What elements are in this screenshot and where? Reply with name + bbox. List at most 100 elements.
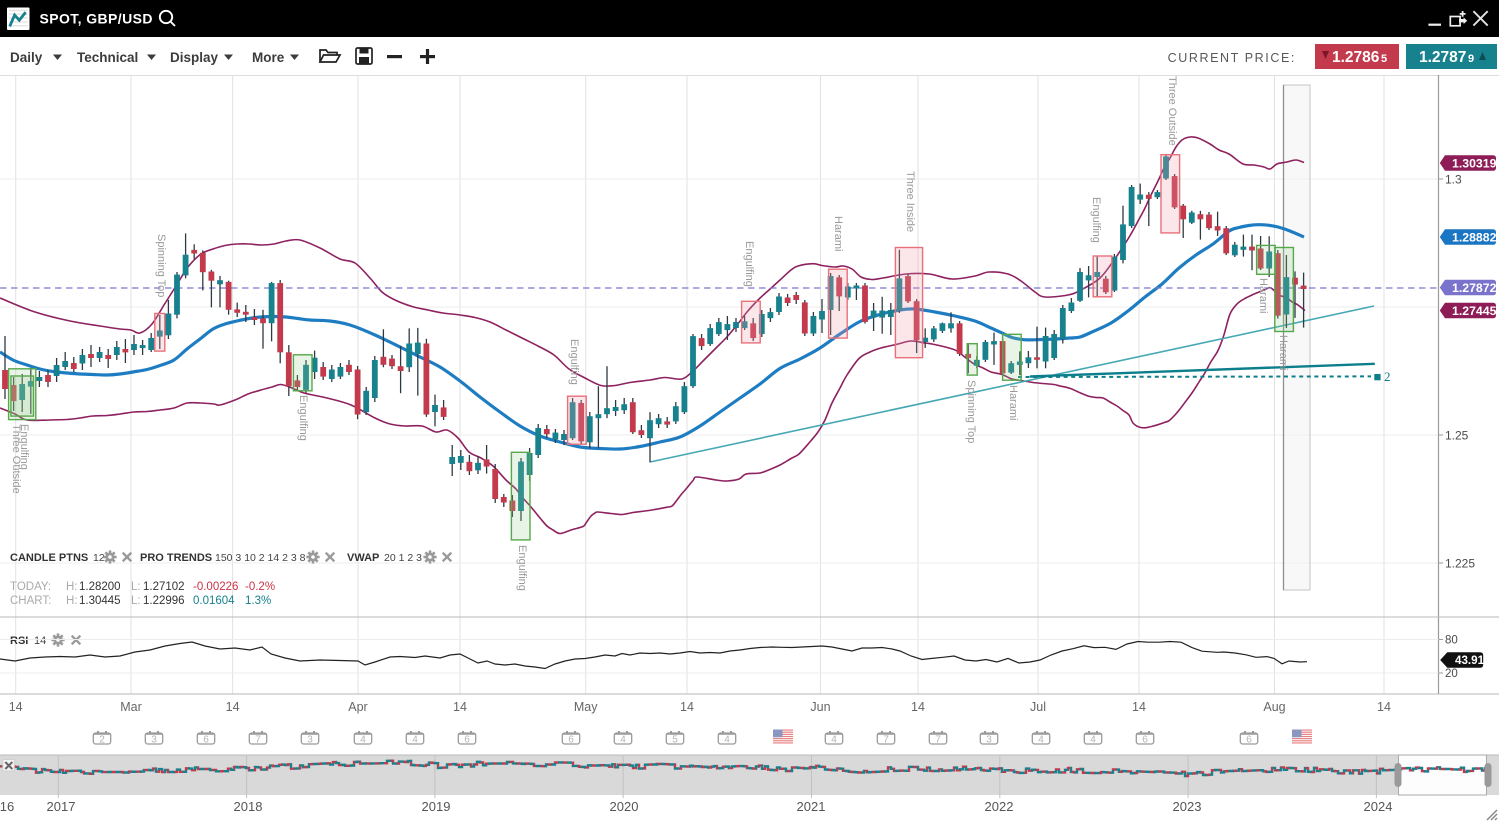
svg-text:-0.00226: -0.00226 [193, 581, 238, 593]
svg-text:Engulfing: Engulfing [18, 424, 30, 470]
svg-text:Harami: Harami [1277, 335, 1289, 370]
svg-text:RSI: RSI [10, 635, 28, 647]
svg-text:TODAY:: TODAY: [10, 581, 51, 593]
svg-text:L:: L: [131, 595, 141, 607]
svg-text:Harami: Harami [1257, 278, 1269, 313]
svg-text:2019: 2019 [422, 799, 451, 814]
svg-text:Engulfing: Engulfing [297, 395, 309, 441]
svg-text:Technical: Technical [77, 50, 138, 65]
svg-text:4: 4 [1038, 734, 1044, 745]
svg-text:14: 14 [9, 700, 23, 714]
svg-text:2020: 2020 [610, 799, 639, 814]
svg-text:2024: 2024 [1364, 799, 1393, 814]
svg-text:Engulfing: Engulfing [1090, 197, 1102, 243]
svg-text:1.225: 1.225 [1445, 557, 1475, 571]
svg-text:4: 4 [412, 734, 418, 745]
svg-text:Harami: Harami [1007, 385, 1019, 420]
svg-text:May: May [574, 700, 598, 714]
svg-text:4: 4 [1090, 734, 1096, 745]
svg-text:6: 6 [1246, 734, 1252, 745]
svg-text:2018: 2018 [234, 799, 263, 814]
svg-text:Jul: Jul [1030, 700, 1046, 714]
svg-text:12: 12 [93, 552, 105, 564]
svg-text:1.27872: 1.27872 [1452, 281, 1497, 295]
svg-text:More: More [252, 50, 285, 65]
svg-text:Engulfing: Engulfing [516, 545, 528, 591]
svg-text:CURRENT PRICE:: CURRENT PRICE: [1168, 51, 1296, 65]
svg-text:1.27102: 1.27102 [143, 581, 185, 593]
svg-text:14: 14 [1377, 700, 1391, 714]
svg-text:Apr: Apr [348, 700, 367, 714]
svg-text:Daily: Daily [10, 50, 43, 65]
svg-text:Three Inside: Three Inside [904, 171, 916, 232]
svg-text:H:: H: [66, 581, 78, 593]
svg-text:4: 4 [831, 734, 837, 745]
svg-text:5: 5 [672, 734, 678, 745]
svg-text:VWAP: VWAP [347, 552, 379, 564]
svg-text:2: 2 [99, 734, 105, 745]
svg-text:1.28200: 1.28200 [79, 581, 121, 593]
svg-text:1.3%: 1.3% [245, 595, 271, 607]
svg-text:2017: 2017 [47, 799, 76, 814]
svg-text:20: 20 [1445, 668, 1458, 680]
svg-text:150 3 10 2 14 2 3 8: 150 3 10 2 14 2 3 8 [215, 552, 306, 564]
svg-text:PRO TRENDS: PRO TRENDS [140, 552, 212, 564]
svg-text:1.30445: 1.30445 [79, 595, 121, 607]
svg-text:7: 7 [255, 734, 261, 745]
svg-text:0.01604: 0.01604 [193, 595, 235, 607]
svg-text:80: 80 [1445, 635, 1458, 647]
svg-text:1.3: 1.3 [1445, 173, 1462, 187]
svg-text:Jun: Jun [810, 700, 830, 714]
svg-text:2023: 2023 [1173, 799, 1202, 814]
svg-text:4: 4 [360, 734, 366, 745]
svg-text:1.25: 1.25 [1445, 429, 1469, 443]
svg-text:Display: Display [170, 50, 219, 65]
svg-text:3: 3 [986, 734, 992, 745]
svg-text:14: 14 [680, 700, 694, 714]
svg-text:1.2786: 1.2786 [1332, 49, 1380, 66]
svg-text:Three Outside: Three Outside [1166, 76, 1178, 146]
svg-text:20 1 2 3: 20 1 2 3 [384, 552, 422, 564]
svg-text:16: 16 [0, 799, 14, 814]
svg-text:1.28882: 1.28882 [1452, 230, 1497, 244]
svg-text:7: 7 [935, 734, 941, 745]
svg-text:7: 7 [883, 734, 889, 745]
svg-text:CANDLE PTNS: CANDLE PTNS [10, 552, 88, 564]
svg-text:14: 14 [34, 635, 46, 647]
svg-text:4: 4 [620, 734, 626, 745]
svg-text:3: 3 [151, 734, 157, 745]
svg-text:14: 14 [911, 700, 925, 714]
svg-text:Three Outside: Three Outside [10, 424, 22, 494]
svg-text:2: 2 [1384, 369, 1391, 384]
svg-text:H:: H: [66, 595, 78, 607]
svg-text:14: 14 [226, 700, 240, 714]
svg-text:1.22996: 1.22996 [143, 595, 185, 607]
svg-text:Spinning Top: Spinning Top [155, 234, 167, 297]
svg-text:SPOT, GBP/USD: SPOT, GBP/USD [40, 11, 153, 27]
svg-text:43.91: 43.91 [1455, 654, 1485, 667]
svg-text:2021: 2021 [797, 799, 826, 814]
svg-text:Mar: Mar [120, 700, 142, 714]
svg-text:6: 6 [464, 734, 470, 745]
svg-text:Aug: Aug [1263, 700, 1285, 714]
svg-text:6: 6 [568, 734, 574, 745]
svg-text:L:: L: [131, 581, 141, 593]
svg-text:4: 4 [724, 734, 730, 745]
svg-text:14: 14 [453, 700, 467, 714]
svg-text:1.2787: 1.2787 [1419, 49, 1466, 66]
svg-text:CHART:: CHART: [10, 595, 51, 607]
svg-text:3: 3 [307, 734, 313, 745]
svg-text:-0.2%: -0.2% [245, 581, 275, 593]
svg-text:Engulfing: Engulfing [568, 339, 580, 385]
svg-text:1.27445: 1.27445 [1452, 304, 1497, 318]
svg-text:5: 5 [1381, 53, 1387, 65]
svg-text:1.30319: 1.30319 [1452, 156, 1497, 170]
svg-text:Engulfing: Engulfing [743, 241, 755, 287]
svg-text:6: 6 [203, 734, 209, 745]
svg-text:2022: 2022 [985, 799, 1014, 814]
svg-text:Spinning Top: Spinning Top [965, 380, 977, 443]
svg-text:9: 9 [1468, 53, 1474, 65]
svg-text:Harami: Harami [832, 216, 844, 251]
svg-text:6: 6 [1142, 734, 1148, 745]
svg-text:14: 14 [1132, 700, 1146, 714]
